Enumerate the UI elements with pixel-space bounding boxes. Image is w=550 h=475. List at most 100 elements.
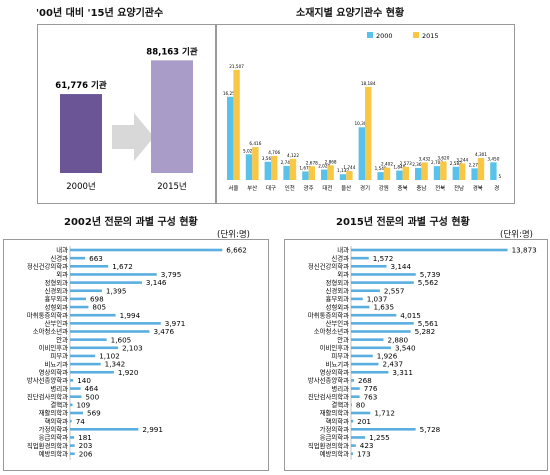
category-label: 핵의학과	[325, 416, 349, 425]
category-label: 외과	[337, 270, 349, 279]
bar-진단검사의학과	[70, 395, 82, 398]
data-label: 201	[357, 417, 371, 426]
category-label: 안과	[56, 335, 68, 344]
bar-마취통증의학과	[351, 313, 397, 317]
category-label: 직업환경의학과	[27, 441, 68, 450]
data-label: 2,103	[122, 343, 143, 352]
category-label: 강원	[379, 184, 389, 192]
bar-2015-경북	[477, 157, 485, 180]
data-label: 10,303	[354, 121, 369, 126]
category-label: 재활의학과	[39, 408, 69, 417]
category-label: 영상의학과	[320, 367, 350, 376]
category-label: 대전	[322, 184, 332, 192]
data-label: 203	[79, 441, 93, 450]
data-label: 1,635	[373, 303, 394, 312]
category-label: 소아청소년과	[314, 327, 349, 336]
data-label: 2,437	[383, 360, 404, 369]
bar-신경과	[70, 256, 86, 260]
bar-방사선종양학과	[70, 379, 74, 382]
bar-2015-충남	[421, 162, 428, 180]
bar-예방의학과	[70, 452, 75, 456]
category-label: 부산	[247, 184, 257, 192]
bar-성형외과	[351, 305, 370, 309]
data-label: 1,672	[112, 262, 133, 271]
bar-흉부외과	[70, 297, 86, 301]
data-label: 763	[364, 392, 378, 401]
category-label: 신경과	[50, 253, 68, 262]
category-label: 결핵과	[50, 400, 68, 409]
data-label: 4,122	[287, 153, 299, 158]
bar-외과	[70, 273, 157, 276]
bar-2015-경기	[365, 86, 372, 180]
data-label: 3,432	[419, 156, 431, 161]
bar-피부과	[70, 354, 96, 358]
bar-마취통증의학과	[70, 313, 116, 317]
bar-2015년	[151, 60, 193, 174]
chart1-title: '00년 대비 '15년 요양기관수	[36, 8, 164, 19]
data-label: 3,795	[161, 270, 182, 279]
data-label: 2,364	[412, 162, 424, 167]
bar-신경과	[351, 256, 369, 260]
bar-직업환경의학과	[70, 444, 75, 447]
data-label: 109	[76, 400, 90, 409]
category-label: 산부인과	[325, 319, 349, 328]
category-label: 신경외과	[325, 286, 349, 295]
bar-2000-강원	[377, 172, 384, 180]
data-label: 2,702	[431, 160, 443, 165]
bar-안과	[70, 338, 107, 341]
data-label: 4,706	[268, 150, 280, 155]
data-label: 2,868	[325, 159, 337, 164]
category-label: 경	[494, 185, 499, 192]
category-label: 응급의학과	[320, 433, 350, 442]
category-label: 울산	[341, 184, 351, 192]
bar-내과	[351, 248, 508, 252]
bar-방사선종양학과	[351, 379, 355, 382]
bar-핵의학과	[351, 419, 354, 423]
data-label: 181	[78, 433, 92, 442]
chart3-unit: (단위:명)	[217, 230, 250, 240]
category-label: 병리과	[50, 384, 68, 393]
data-label: 5,282	[415, 327, 436, 336]
category-label: 경기	[360, 184, 370, 192]
category-label: 정신건강의학과	[308, 262, 349, 271]
bar-2000-경북	[471, 168, 478, 180]
bar-영상의학과	[70, 370, 114, 374]
data-label: 206	[79, 449, 93, 458]
bar-2015-충북	[402, 166, 409, 180]
data-label: 3,564	[262, 156, 274, 161]
category-label: 영상의학과	[39, 367, 69, 376]
category-label: 정형외과	[325, 278, 349, 287]
bar-가정의학과	[351, 428, 416, 431]
data-label: 1,605	[111, 335, 132, 344]
data-label: 13,873	[512, 246, 537, 255]
data-label: 663	[89, 254, 103, 263]
data-label: 3,244	[456, 157, 468, 162]
category-label: 정신건강의학과	[27, 262, 68, 271]
data-label: 3,620	[437, 155, 449, 160]
data-label: 5,739	[420, 270, 441, 279]
data-label: 1,255	[369, 433, 390, 442]
bar-2000년	[60, 94, 102, 173]
bar-2015-대전	[327, 165, 334, 180]
bar-2015-부산	[252, 147, 259, 180]
category-label: 방사선종양학과	[308, 376, 349, 385]
category-label: 가정의학과	[320, 425, 350, 434]
data-label: 5,562	[418, 278, 439, 287]
bar-2015-서울	[233, 69, 240, 180]
bar-재활의학과	[351, 411, 371, 415]
data-label: 80	[356, 400, 366, 409]
bar-진단검사의학과	[351, 395, 360, 398]
data-label: 6,416	[249, 141, 261, 146]
data-label: 4,301	[475, 152, 487, 157]
data-label: 2,880	[388, 335, 409, 344]
category-label: 응급의학과	[39, 433, 69, 442]
data-label: 1,037	[367, 295, 388, 304]
bar-소아청소년과	[351, 330, 411, 333]
bar-2015-대구	[271, 155, 278, 180]
bar-2000-전북	[433, 166, 441, 180]
data-label: 16,252	[223, 91, 238, 96]
category-label: 광주	[304, 185, 314, 192]
bar-산부인과	[70, 322, 161, 325]
data-label: 21,507	[229, 64, 244, 69]
category-label: 내과	[337, 245, 349, 254]
